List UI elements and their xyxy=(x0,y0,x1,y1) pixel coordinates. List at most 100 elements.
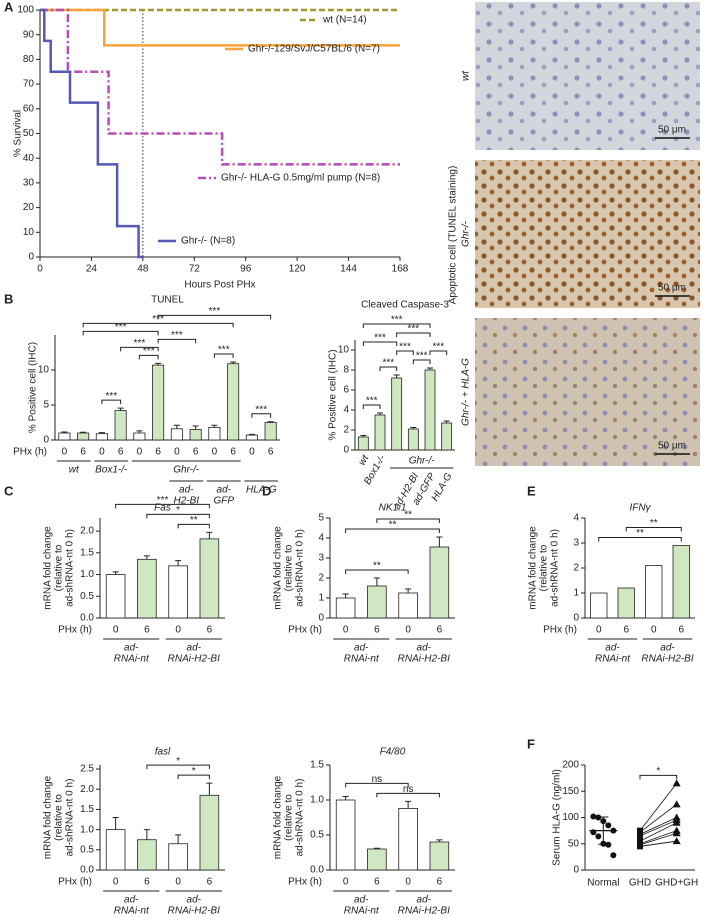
bar xyxy=(77,432,90,441)
panel-letter: B xyxy=(4,291,13,306)
pair-line xyxy=(639,830,677,845)
x-tick-label: 6 xyxy=(374,877,380,888)
significance-bracket xyxy=(82,322,234,328)
y-tick-label: 150 xyxy=(562,786,579,797)
y-axis-label: % Positive cell (IHC) xyxy=(28,342,39,433)
significance-bracket xyxy=(362,341,398,346)
chart-title: NK1.1 xyxy=(379,503,407,514)
x-axis-label: PHx (h) xyxy=(288,877,322,888)
y-tick-label: 3 xyxy=(318,553,324,564)
significance-bracket xyxy=(598,537,682,542)
legend-label: Ghr-/- HLA-G 0.5mg/ml pump (N=8) xyxy=(221,173,380,184)
y-tick-label: 1.0 xyxy=(80,824,94,835)
bar xyxy=(429,546,450,619)
y-tick-label: 70 xyxy=(23,79,35,90)
error-bar xyxy=(360,435,367,437)
significance-bracket xyxy=(345,569,409,574)
y-tick-label: 0 xyxy=(573,613,579,624)
bar xyxy=(189,429,202,441)
y-tick-label: 10 xyxy=(38,365,50,376)
bar xyxy=(227,363,240,441)
significance-bracket xyxy=(120,346,159,352)
y-tick-label: 1.5 xyxy=(80,547,94,558)
x-tick-label: 0 xyxy=(343,877,349,888)
significance-label: ns xyxy=(372,774,383,785)
significance-label: *** xyxy=(255,404,267,415)
x-tick-label: 6 xyxy=(80,447,86,458)
x-tick-label: 6 xyxy=(155,447,161,458)
y-tick-label: 0.5 xyxy=(80,591,94,602)
significance-label: *** xyxy=(416,351,428,362)
group-label: HLA-G xyxy=(246,485,277,496)
bar xyxy=(407,428,419,451)
bar xyxy=(199,538,220,619)
bar xyxy=(245,434,258,441)
significance-label: ** xyxy=(373,561,381,572)
point xyxy=(672,829,681,837)
significance-label: ** xyxy=(404,510,412,521)
x-tick-label: 6 xyxy=(193,447,199,458)
x-tick-label: 0 xyxy=(175,877,181,888)
y-axis-label: ad-shRNA-nt 0 h) xyxy=(295,529,306,607)
significance-bracket xyxy=(82,330,159,336)
error-bar xyxy=(155,362,162,366)
significance-label: *** xyxy=(171,330,183,341)
y-axis-label: mRNA fold change xyxy=(528,526,539,610)
group-label: Ghr-/- xyxy=(409,456,436,467)
error-bar xyxy=(410,427,417,429)
point xyxy=(672,800,681,808)
group-label: wt xyxy=(69,465,80,476)
x-tick-label: 0 xyxy=(113,877,119,888)
group-label: ad- xyxy=(354,643,369,654)
bar xyxy=(208,426,221,441)
y-axis-label: (relative to xyxy=(284,544,295,591)
y-tick-label: 80 xyxy=(23,54,35,65)
group-label: ad- xyxy=(417,895,432,906)
significance-label: *** xyxy=(432,342,444,353)
bar xyxy=(137,839,157,871)
bar xyxy=(199,794,220,871)
bar xyxy=(357,436,369,451)
significance-label: ** xyxy=(190,515,198,526)
bar xyxy=(105,574,126,619)
significance-label: *** xyxy=(105,391,117,402)
error-bar xyxy=(248,433,255,436)
scale-label: 50 μm xyxy=(658,125,686,136)
survival-line xyxy=(40,8,400,166)
bar xyxy=(335,597,356,619)
x-tick-label: 0 xyxy=(175,625,181,636)
bar xyxy=(391,377,403,451)
significance-label: ns xyxy=(403,784,414,795)
significance-bracket xyxy=(177,774,210,780)
x-tick-label: 0 xyxy=(113,625,119,636)
y-axis-label: ad-shRNA-nt 0 h) xyxy=(65,779,76,857)
significance-label: *** xyxy=(399,342,411,353)
x-tick-label: 0 xyxy=(37,264,43,275)
bar xyxy=(590,592,608,619)
error-bar xyxy=(112,817,119,830)
x-axis-label: Hours Post PHx xyxy=(184,280,255,291)
y-tick-label: 40 xyxy=(23,153,35,164)
bar xyxy=(105,829,126,871)
significance-bracket xyxy=(639,774,678,780)
micrograph-label: wt xyxy=(461,70,472,81)
x-tick-label: 0 xyxy=(249,447,255,458)
significance-label: *** xyxy=(115,322,127,333)
y-axis-label: mRNA fold change xyxy=(43,526,54,610)
x-tick-label: 168 xyxy=(392,264,409,275)
y-axis-label: (relative to xyxy=(54,544,65,591)
y-tick-label: 0 xyxy=(343,445,349,456)
group-label: H2-BI xyxy=(173,496,199,507)
significance-label: *** xyxy=(209,306,221,317)
significance-label: ** xyxy=(650,518,658,529)
error-bar xyxy=(173,424,180,429)
y-tick-label: 1.5 xyxy=(310,760,324,771)
micrograph xyxy=(475,160,700,308)
bar xyxy=(95,433,108,441)
pair-line xyxy=(639,819,677,837)
significance-label: * xyxy=(176,756,180,767)
y-tick-label: 1 xyxy=(573,588,579,599)
y-tick-label: 2 xyxy=(343,425,349,436)
bar xyxy=(367,848,387,871)
